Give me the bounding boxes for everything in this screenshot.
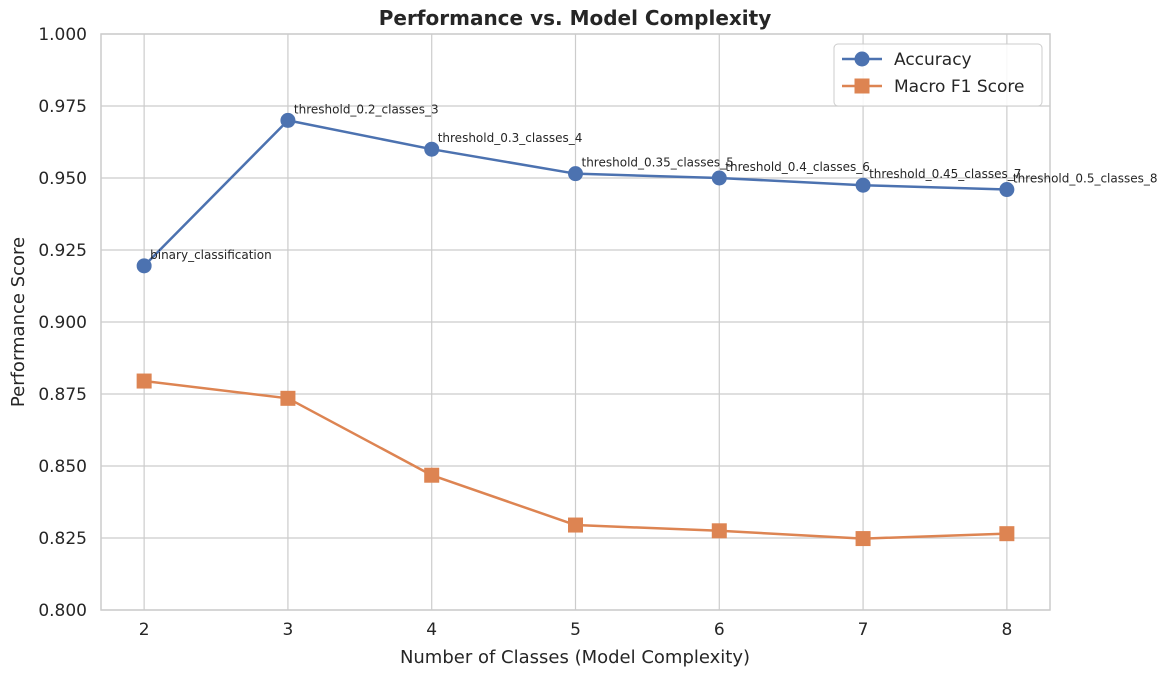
legend-marker-circle [854, 51, 870, 67]
y-tick-label: 1.000 [38, 25, 87, 45]
legend-box [833, 43, 1043, 107]
y-tick-label: 0.875 [38, 385, 87, 405]
point-annotation: threshold_0.35_classes_5 [582, 156, 734, 170]
macro-f1-point [424, 467, 440, 483]
macro-f1-point [136, 373, 152, 389]
macro-f1-point [855, 531, 871, 547]
y-tick-label: 0.925 [38, 241, 87, 261]
x-tick-label: 5 [570, 620, 581, 640]
x-tick-label: 4 [426, 620, 437, 640]
series-layer [136, 112, 1015, 547]
accuracy-point [280, 112, 296, 128]
accuracy-point [999, 182, 1015, 198]
macro-f1-point [711, 523, 727, 539]
y-tick-label: 0.825 [38, 529, 87, 549]
legend-label: Accuracy [894, 50, 972, 70]
plot-frame [100, 33, 1051, 611]
point-annotation: threshold_0.5_classes_8 [1013, 172, 1158, 186]
y-axis-label: Performance Score [8, 237, 29, 407]
y-tick-label: 0.900 [38, 313, 87, 333]
x-tick-label: 6 [714, 620, 725, 640]
accuracy-point [711, 170, 727, 186]
accuracy-point [424, 141, 440, 157]
macro-f1-point [568, 517, 583, 533]
y-tick-label: 0.950 [38, 169, 87, 189]
point-annotation: threshold_0.3_classes_4 [438, 131, 583, 145]
point-annotation: threshold_0.4_classes_6 [725, 160, 870, 174]
legend-marker-square [854, 78, 870, 94]
macro-f1-point [999, 526, 1015, 542]
x-tick-label: 2 [139, 620, 150, 640]
annotations-layer: binary_classification threshold_0.2_class… [150, 102, 1157, 261]
accuracy-point [855, 177, 871, 193]
y-tick-label: 0.850 [38, 457, 87, 477]
macro-f1-point [280, 390, 296, 406]
legend-label: Macro F1 Score [894, 77, 1024, 97]
accuracy-point [568, 166, 583, 182]
legend: Accuracy Macro F1 Score [833, 43, 1043, 107]
x-tick-label: 8 [1001, 620, 1012, 640]
point-annotation: binary_classification [150, 248, 272, 262]
x-axis-label: Number of Classes (Model Complexity) [400, 647, 750, 668]
point-annotation: threshold_0.45_classes_7 [869, 167, 1021, 181]
accuracy-point [136, 258, 152, 274]
chart-title: Performance vs. Model Complexity [379, 6, 772, 30]
point-annotation: threshold_0.2_classes_3 [294, 102, 439, 116]
x-tick-label: 3 [283, 620, 294, 640]
y-tick-label: 0.800 [38, 601, 87, 621]
y-tick-label: 0.975 [38, 97, 87, 117]
x-tick-label: 7 [858, 620, 869, 640]
ticks: 2 3 4 5 6 7 8 0.800 0.825 0.850 0.875 0.900 0.925 0.9… [38, 25, 1012, 640]
